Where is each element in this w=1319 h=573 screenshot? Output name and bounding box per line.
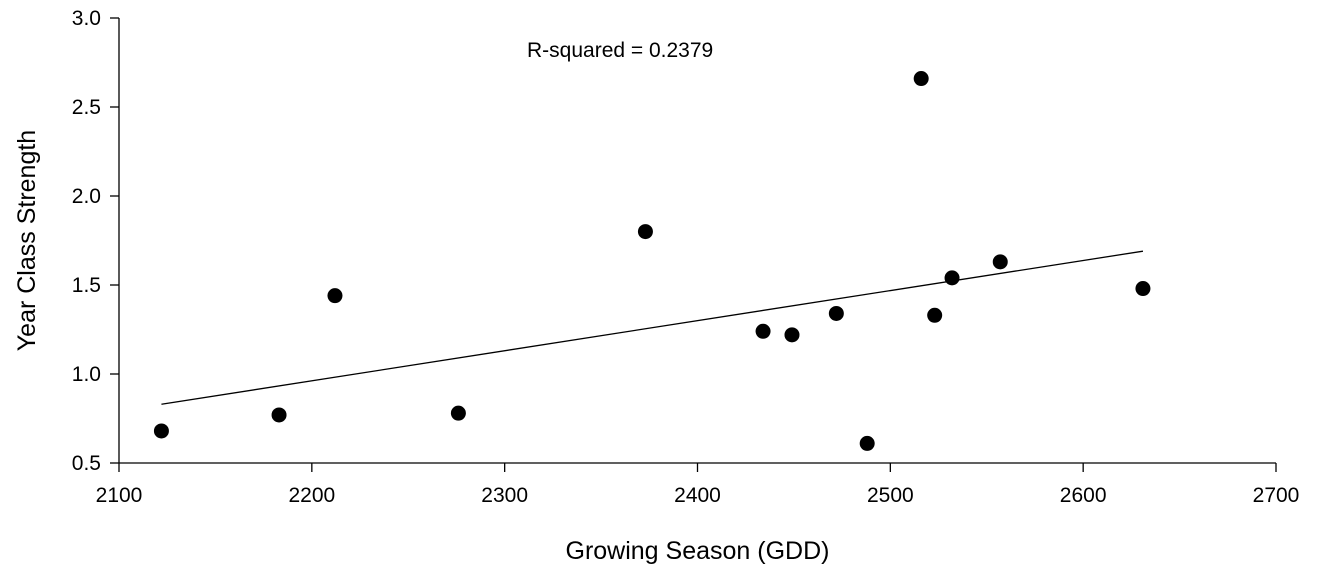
data-point [755,323,771,339]
data-point [1135,281,1151,297]
x-axis-title: Growing Season (GDD) [566,537,830,565]
x-tick-label: 2200 [288,484,335,507]
data-point [637,224,653,240]
y-tick-label: 0.5 [72,452,101,475]
y-tick-label: 3.0 [72,7,101,30]
data-point [153,423,169,439]
data-point [784,327,800,343]
data-point [859,435,875,451]
x-ticks: 2100 2200 2300 2400 2500 2600 2700 [96,463,1300,507]
data-point [927,307,943,323]
y-tick-label: 2.5 [72,96,101,119]
x-tick-label: 2600 [1060,484,1107,507]
x-tick-label: 2100 [96,484,143,507]
y-tick-label: 1.0 [72,363,101,386]
data-point [913,71,929,87]
y-ticks: 0.5 1.0 1.5 2.0 2.5 3.0 [72,7,119,475]
data-point [944,270,960,286]
y-axis-title: Year Class Strength [13,130,41,351]
data-point [992,254,1008,270]
r-squared-annotation: R-squared = 0.2379 [527,39,713,62]
trend-line [161,250,1144,405]
data-point [271,407,287,423]
y-tick-label: 2.0 [72,185,101,208]
x-tick-label: 2700 [1253,484,1300,507]
data-point [450,405,466,421]
data-point [828,305,844,321]
x-tick-label: 2500 [867,484,914,507]
axes [118,18,1276,464]
data-point [327,288,343,304]
x-tick-label: 2300 [481,484,528,507]
y-tick-label: 1.5 [72,274,101,297]
x-tick-label: 2400 [674,484,721,507]
data-points [153,71,1151,451]
